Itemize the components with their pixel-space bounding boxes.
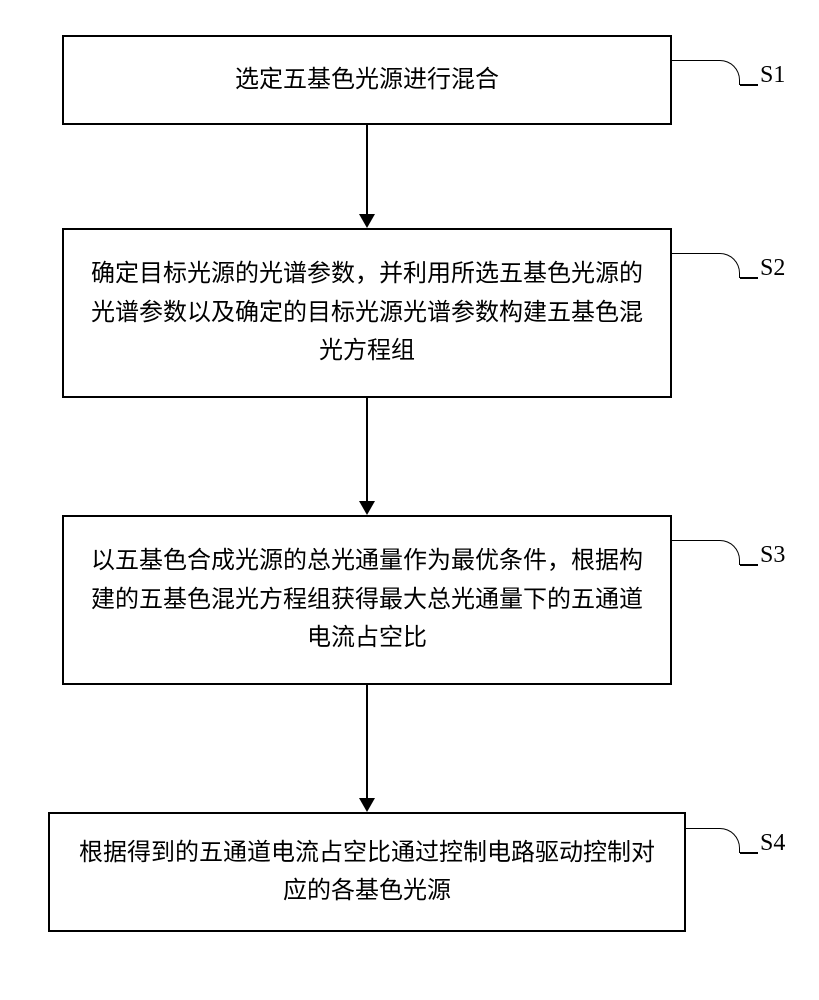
flowchart-box-s1: 选定五基色光源进行混合 [62,35,672,125]
box-s3-text: 以五基色合成光源的总光通量作为最优条件，根据构建的五基色混光方程组获得最大总光通… [84,542,650,657]
arrow-2-head [359,501,375,515]
label-s4: S4 [760,830,785,857]
arrow-2-line [366,398,368,501]
label-s2: S2 [760,255,785,282]
box-s2-text: 确定目标光源的光谱参数，并利用所选五基色光源的光谱参数以及确定的目标光源光谱参数… [84,255,650,370]
flowchart-box-s2: 确定目标光源的光谱参数，并利用所选五基色光源的光谱参数以及确定的目标光源光谱参数… [62,228,672,398]
label-s3: S3 [760,542,785,569]
arrow-3-line [366,685,368,798]
flowchart-container: 选定五基色光源进行混合 S1 确定目标光源的光谱参数，并利用所选五基色光源的光谱… [0,0,819,1000]
label-s1: S1 [760,62,785,89]
arrow-1-head [359,214,375,228]
flowchart-box-s4: 根据得到的五通道电流占空比通过控制电路驱动控制对应的各基色光源 [48,812,686,932]
arrow-1-line [366,125,368,214]
box-s1-text: 选定五基色光源进行混合 [235,61,499,99]
box-s4-text: 根据得到的五通道电流占空比通过控制电路驱动控制对应的各基色光源 [70,834,664,911]
flowchart-box-s3: 以五基色合成光源的总光通量作为最优条件，根据构建的五基色混光方程组获得最大总光通… [62,515,672,685]
arrow-3-head [359,798,375,812]
